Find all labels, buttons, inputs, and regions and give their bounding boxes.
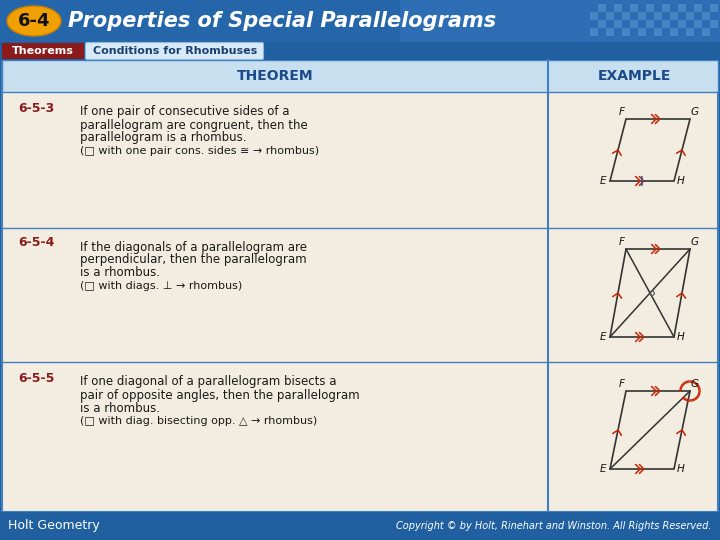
Bar xyxy=(614,20,622,28)
Text: Copyright © by Holt, Rinehart and Winston. All Rights Reserved.: Copyright © by Holt, Rinehart and Winsto… xyxy=(397,521,712,531)
Bar xyxy=(400,0,720,42)
Text: Conditions for Rhombuses: Conditions for Rhombuses xyxy=(93,46,257,56)
Bar xyxy=(614,4,622,12)
Bar xyxy=(630,20,638,28)
Text: If the diagonals of a parallelogram are: If the diagonals of a parallelogram are xyxy=(80,240,307,253)
Bar xyxy=(606,28,614,36)
Text: H: H xyxy=(677,464,685,474)
Bar xyxy=(678,4,686,12)
Bar xyxy=(622,28,630,36)
Bar xyxy=(662,20,670,28)
Text: G: G xyxy=(691,237,699,247)
Text: parallelogram are congruent, then the: parallelogram are congruent, then the xyxy=(80,118,307,132)
Bar xyxy=(670,28,678,36)
FancyBboxPatch shape xyxy=(2,43,84,59)
Bar xyxy=(662,4,670,12)
Bar xyxy=(590,12,598,20)
Bar xyxy=(0,512,720,540)
Text: H: H xyxy=(677,332,685,342)
Bar xyxy=(694,20,702,28)
Bar xyxy=(702,12,710,20)
Text: (□ with diags. ⊥ → rhombus): (□ with diags. ⊥ → rhombus) xyxy=(80,281,242,291)
Bar xyxy=(630,4,638,12)
Text: F: F xyxy=(619,237,625,247)
Bar xyxy=(638,12,646,20)
Bar xyxy=(694,4,702,12)
Text: (□ with diag. bisecting opp. △ → rhombus): (□ with diag. bisecting opp. △ → rhombus… xyxy=(80,416,318,426)
Bar xyxy=(590,28,598,36)
Bar xyxy=(678,20,686,28)
Bar xyxy=(0,42,720,60)
Ellipse shape xyxy=(7,6,61,36)
Text: THEOREM: THEOREM xyxy=(237,69,313,83)
FancyBboxPatch shape xyxy=(86,43,264,59)
Text: 6-4: 6-4 xyxy=(18,12,50,30)
Text: EXAMPLE: EXAMPLE xyxy=(598,69,671,83)
Text: 6-5-4: 6-5-4 xyxy=(18,237,55,249)
Text: G: G xyxy=(691,379,699,389)
Text: E: E xyxy=(600,464,606,474)
Bar xyxy=(654,12,662,20)
Polygon shape xyxy=(610,249,690,337)
Text: is a rhombus.: is a rhombus. xyxy=(80,402,160,415)
Text: E: E xyxy=(600,332,606,342)
Text: H: H xyxy=(677,176,685,186)
Text: Holt Geometry: Holt Geometry xyxy=(8,519,100,532)
Bar xyxy=(686,28,694,36)
Bar xyxy=(598,4,606,12)
Text: E: E xyxy=(600,176,606,186)
Bar xyxy=(654,28,662,36)
Text: If one diagonal of a parallelogram bisects a: If one diagonal of a parallelogram bisec… xyxy=(80,375,336,388)
Bar xyxy=(598,20,606,28)
Text: perpendicular, then the parallelogram: perpendicular, then the parallelogram xyxy=(80,253,307,267)
Text: pair of opposite angles, then the parallelogram: pair of opposite angles, then the parall… xyxy=(80,388,359,402)
Bar xyxy=(622,12,630,20)
Bar xyxy=(638,28,646,36)
Text: F: F xyxy=(619,107,625,117)
Text: is a rhombus.: is a rhombus. xyxy=(80,267,160,280)
Bar xyxy=(606,12,614,20)
Bar xyxy=(710,4,718,12)
Bar xyxy=(646,4,654,12)
Text: 6-5-3: 6-5-3 xyxy=(18,102,54,114)
Bar xyxy=(2,60,718,512)
Text: (□ with one pair cons. sides ≅ → rhombus): (□ with one pair cons. sides ≅ → rhombus… xyxy=(80,146,319,156)
Text: G: G xyxy=(691,107,699,117)
Bar xyxy=(670,12,678,20)
Bar xyxy=(646,20,654,28)
Bar xyxy=(702,28,710,36)
Bar xyxy=(0,0,720,42)
Bar xyxy=(686,12,694,20)
Text: 6-5-5: 6-5-5 xyxy=(18,372,55,384)
Polygon shape xyxy=(610,119,690,181)
Text: Theorems: Theorems xyxy=(12,46,74,56)
Bar xyxy=(710,20,718,28)
Bar xyxy=(2,60,718,92)
Text: If one pair of consecutive sides of a: If one pair of consecutive sides of a xyxy=(80,105,289,118)
Polygon shape xyxy=(610,391,690,469)
Text: parallelogram is a rhombus.: parallelogram is a rhombus. xyxy=(80,132,246,145)
Text: F: F xyxy=(619,379,625,389)
Text: Properties of Special Parallelograms: Properties of Special Parallelograms xyxy=(68,11,496,31)
